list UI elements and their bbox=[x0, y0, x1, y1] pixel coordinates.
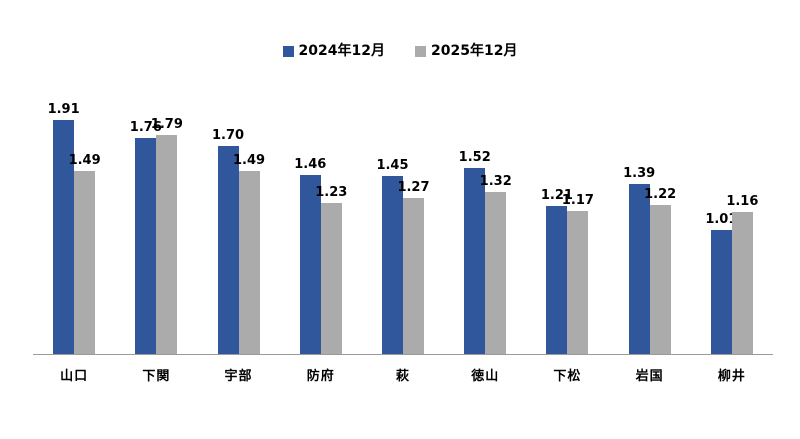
bar-group-4: 1.46 1.23 bbox=[280, 109, 362, 354]
bar-series-1 bbox=[53, 120, 75, 354]
bar-col: 1.21 bbox=[541, 189, 573, 354]
legend-label-2025-12: 2025年12月 bbox=[431, 43, 518, 59]
value-label: 1.21 bbox=[540, 187, 573, 203]
value-label: 1.46 bbox=[294, 157, 327, 173]
legend-label-2024-12: 2024年12月 bbox=[298, 43, 385, 59]
legend-swatch-2025-12 bbox=[415, 45, 426, 57]
bar-group-3: 1.70 1.49 bbox=[197, 109, 279, 354]
category-label-2: 下関 bbox=[142, 369, 171, 384]
value-label: 1.52 bbox=[458, 149, 491, 165]
bar-col: 1.70 bbox=[212, 129, 244, 354]
bar-series-2 bbox=[731, 211, 753, 354]
bar-col: 1.16 bbox=[726, 195, 758, 354]
bar-col: 1.52 bbox=[459, 151, 491, 354]
bar-series-1 bbox=[299, 175, 321, 354]
bar-group-1: 1.91 1.49 bbox=[33, 103, 115, 354]
bar-col: 1.49 bbox=[233, 154, 265, 354]
value-label: 1.23 bbox=[315, 185, 348, 201]
category-label-4: 防府 bbox=[306, 369, 335, 384]
category-label-6: 徳山 bbox=[471, 369, 500, 384]
category-label-8: 岩国 bbox=[635, 369, 664, 384]
bar-col: 1.27 bbox=[397, 181, 430, 354]
bar-group-8: 1.39 1.22 bbox=[609, 109, 691, 354]
bar-group-7: 1.21 1.17 bbox=[526, 109, 608, 354]
bar-series-2 bbox=[320, 203, 342, 354]
value-label: 1.70 bbox=[212, 127, 245, 143]
bar-series-1 bbox=[710, 230, 732, 354]
category-axis: 山口 下関 宇部 防府 萩 徳山 下松 岩国 柳井 bbox=[33, 365, 773, 384]
legend-item-2024-12: 2024年12月 bbox=[282, 43, 385, 59]
bar-series-1 bbox=[135, 138, 157, 354]
bar-col: 1.91 bbox=[48, 103, 80, 354]
bar-series-1 bbox=[628, 183, 650, 354]
category-label-7: 下松 bbox=[553, 369, 582, 384]
value-label: 1.79 bbox=[150, 116, 183, 132]
bar-series-1 bbox=[546, 205, 568, 354]
bar-series-2 bbox=[567, 210, 589, 354]
bar-col: 1.45 bbox=[376, 159, 409, 354]
bar-series-1 bbox=[381, 176, 403, 354]
bar-col: 1.23 bbox=[315, 186, 347, 354]
bar-group-9: 1.01 1.16 bbox=[691, 109, 773, 354]
bar-col: 1.79 bbox=[151, 118, 183, 354]
bar-col: 1.49 bbox=[69, 154, 101, 354]
value-label: 1.17 bbox=[561, 192, 594, 208]
bar-col: 1.46 bbox=[294, 158, 326, 354]
bar-series-2 bbox=[238, 171, 260, 354]
category-label-3: 宇部 bbox=[224, 369, 253, 384]
bar-col: 1.01 bbox=[705, 213, 737, 354]
bar-col: 1.22 bbox=[644, 188, 676, 354]
category-label-5: 萩 bbox=[395, 369, 410, 384]
bar-series-2 bbox=[485, 192, 507, 354]
bar-series-2 bbox=[74, 171, 96, 354]
legend-swatch-2024-12 bbox=[282, 45, 294, 57]
category-label-9: 柳井 bbox=[717, 369, 746, 384]
bar-series-1 bbox=[464, 167, 486, 354]
bar-col: 1.39 bbox=[623, 167, 655, 354]
value-label: 1.32 bbox=[479, 174, 512, 190]
bar-group-5: 1.45 1.27 bbox=[362, 109, 444, 354]
value-label: 1.27 bbox=[397, 180, 430, 196]
value-label: 1.01 bbox=[705, 212, 738, 228]
value-label: 1.45 bbox=[376, 158, 409, 174]
value-label: 1.49 bbox=[68, 153, 101, 169]
bar-col: 1.76 bbox=[130, 121, 162, 354]
value-label: 1.76 bbox=[129, 120, 162, 136]
value-label: 1.91 bbox=[47, 102, 80, 118]
bar-series-2 bbox=[156, 134, 178, 354]
bar-series-2 bbox=[402, 198, 424, 354]
bar-series-2 bbox=[649, 204, 671, 354]
chart-legend: 2024年12月 2025年12月 bbox=[0, 0, 800, 59]
bar-col: 1.17 bbox=[562, 194, 594, 354]
legend-item-2025-12: 2025年12月 bbox=[415, 44, 517, 58]
value-label: 1.16 bbox=[726, 193, 759, 209]
bar-col: 1.32 bbox=[480, 175, 512, 354]
bar-group-6: 1.52 1.32 bbox=[444, 109, 526, 354]
bar-series-1 bbox=[217, 145, 239, 354]
bar-group-2: 1.76 1.79 bbox=[115, 109, 197, 354]
category-label-1: 山口 bbox=[60, 369, 89, 384]
value-label: 1.49 bbox=[233, 153, 266, 169]
value-label: 1.39 bbox=[623, 165, 656, 181]
plot-area: 1.91 1.49 1.76 1.79 1.70 1.49 1.46 1.23 1.45 1.27… bbox=[33, 103, 773, 355]
value-label: 1.22 bbox=[644, 186, 677, 202]
